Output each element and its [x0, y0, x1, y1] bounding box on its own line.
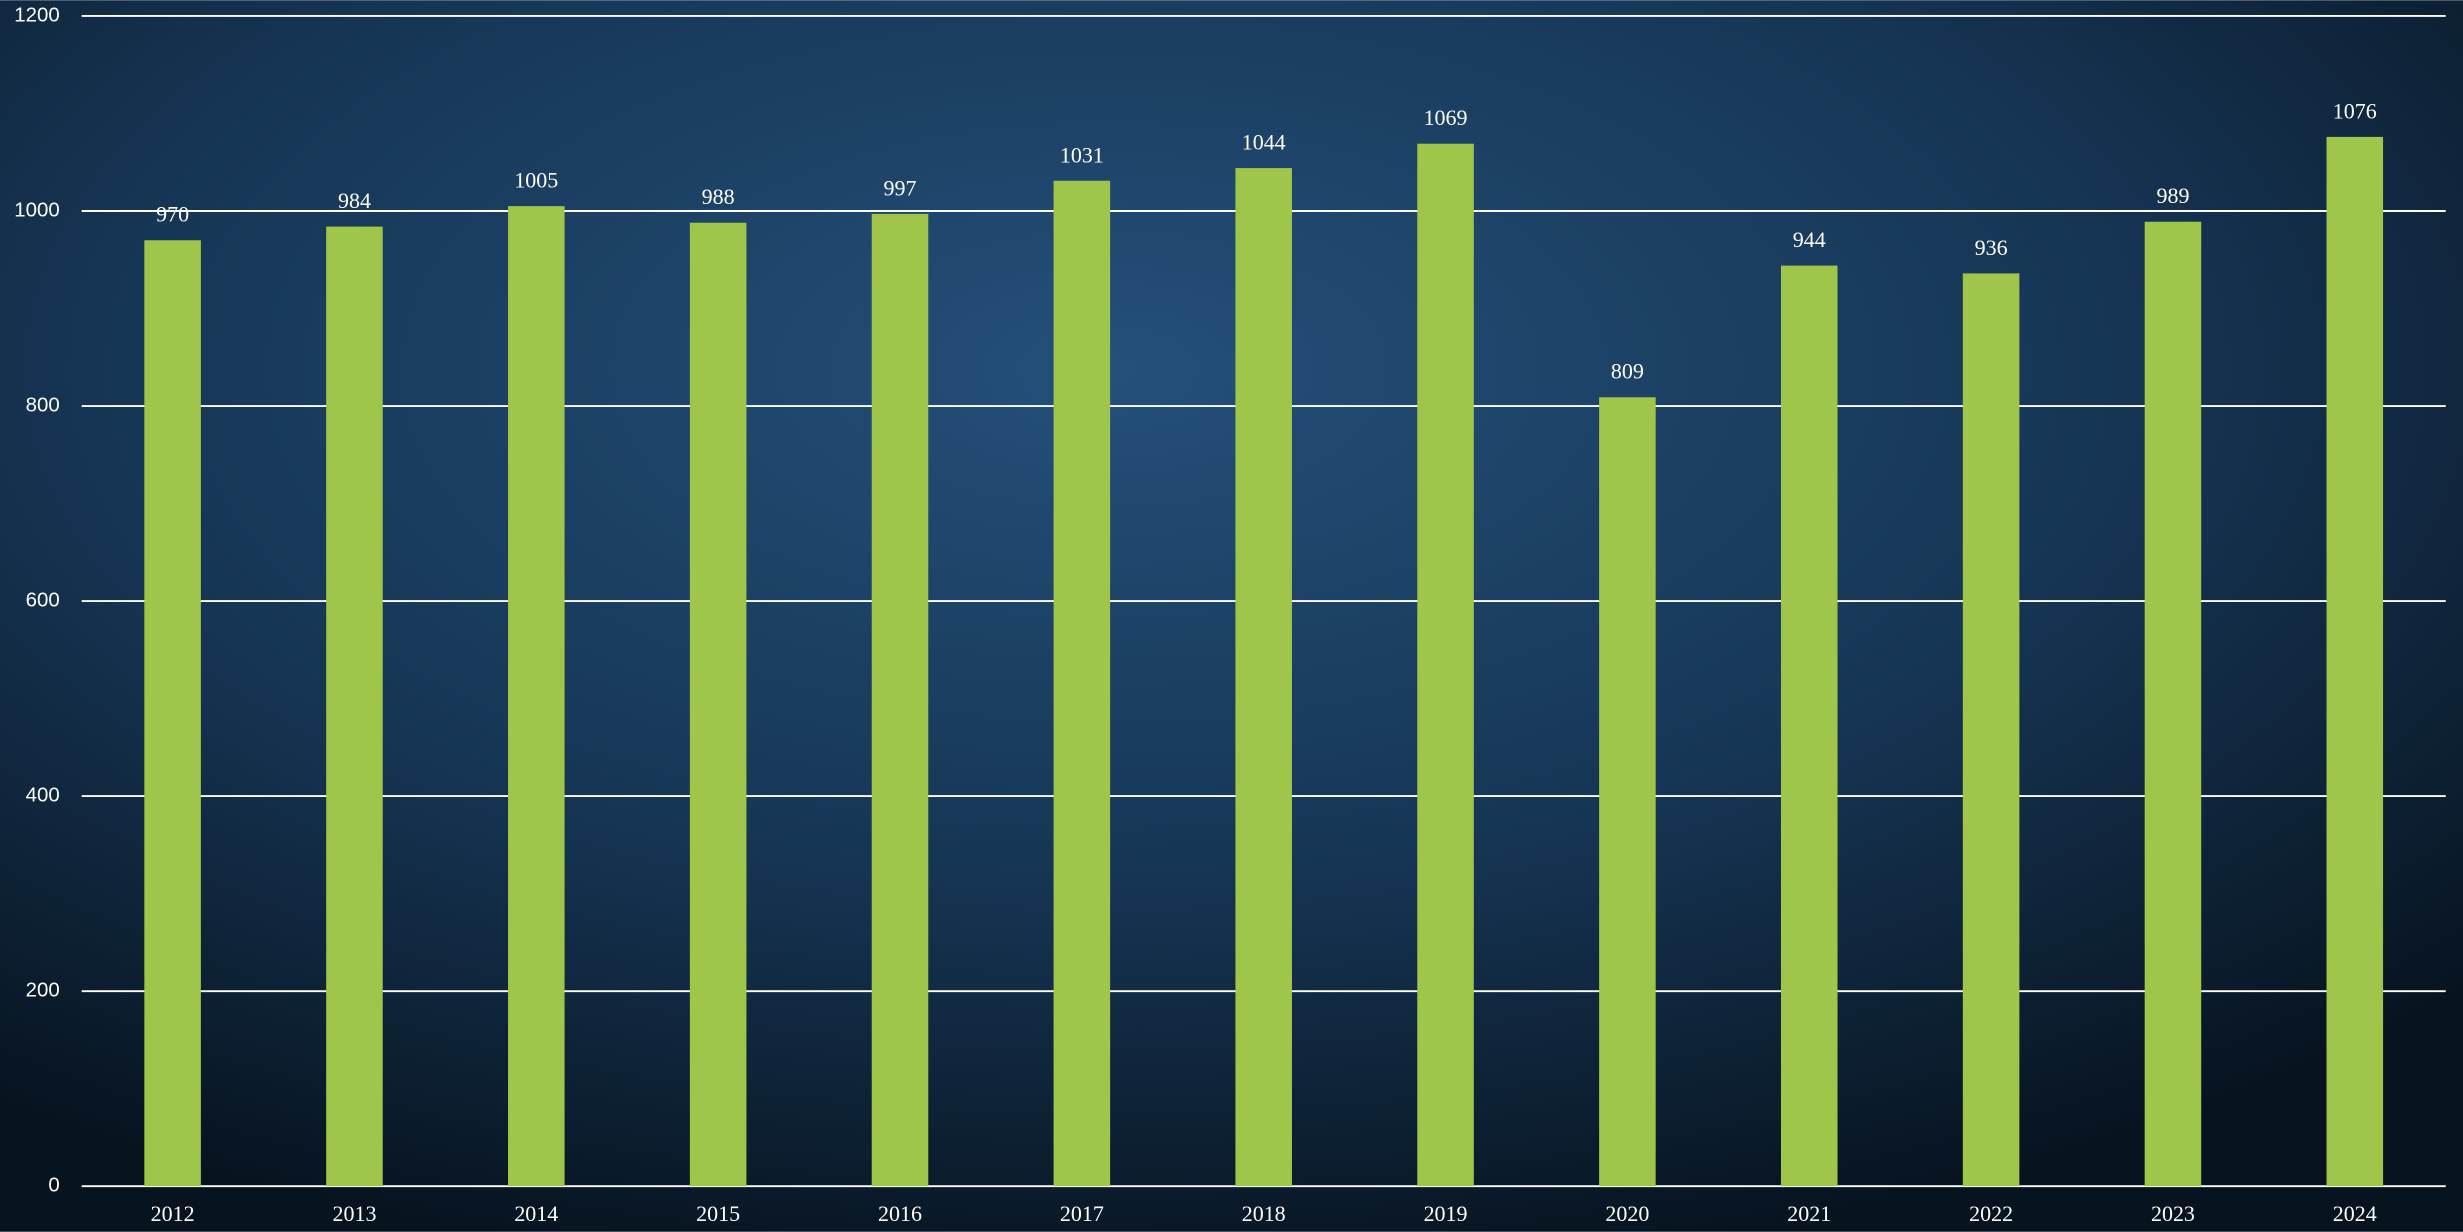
x-tick-label: 2014 [514, 1201, 558, 1226]
x-tick-label: 2019 [1424, 1201, 1468, 1226]
bar [2144, 221, 2202, 1187]
bar [144, 240, 201, 1187]
bar [1235, 168, 1292, 1187]
data-label: 984 [338, 188, 371, 213]
bar [508, 206, 565, 1187]
x-tick-label: 2012 [151, 1201, 195, 1226]
x-tick-label: 2016 [878, 1201, 922, 1226]
bar [1780, 265, 1838, 1187]
bar [689, 222, 747, 1187]
x-tick-label: 2023 [2151, 1201, 2195, 1226]
data-label: 1031 [1060, 142, 1104, 167]
x-tick-label: 2017 [1060, 1201, 1104, 1226]
bar [871, 213, 929, 1187]
y-tick-label: 1200 [14, 4, 59, 26]
data-label: 936 [1975, 235, 2008, 260]
data-label: 809 [1611, 359, 1644, 384]
y-tick-label: 400 [26, 785, 60, 807]
x-tick-label: 2015 [696, 1201, 740, 1226]
data-label: 1069 [1424, 105, 1468, 130]
x-tick-label: 2018 [1242, 1201, 1286, 1226]
bar [1599, 397, 1656, 1187]
x-tick-label: 2022 [1969, 1201, 2013, 1226]
data-label: 970 [156, 202, 189, 227]
bar [1053, 180, 1111, 1187]
data-label: 988 [702, 184, 735, 209]
data-label: 1005 [514, 168, 558, 193]
y-tick-label: 200 [26, 980, 60, 1002]
data-label: 944 [1793, 227, 1826, 252]
bar [326, 226, 383, 1187]
data-label: 1044 [1242, 130, 1286, 155]
y-tick-label: 600 [26, 589, 60, 611]
x-tick-label: 2020 [1605, 1201, 1649, 1226]
y-tick-label: 0 [48, 1175, 59, 1197]
bar [1962, 273, 2020, 1187]
y-tick-label: 800 [26, 394, 60, 416]
x-tick-label: 2013 [332, 1201, 376, 1226]
data-label: 997 [884, 175, 917, 200]
bar [1417, 143, 1474, 1187]
data-label: 1076 [2333, 98, 2377, 123]
x-tick-label: 2024 [2333, 1201, 2377, 1226]
bar [2326, 136, 2384, 1187]
x-tick-label: 2021 [1787, 1201, 1831, 1226]
y-tick-label: 1000 [14, 199, 59, 221]
data-label: 989 [2156, 183, 2189, 208]
